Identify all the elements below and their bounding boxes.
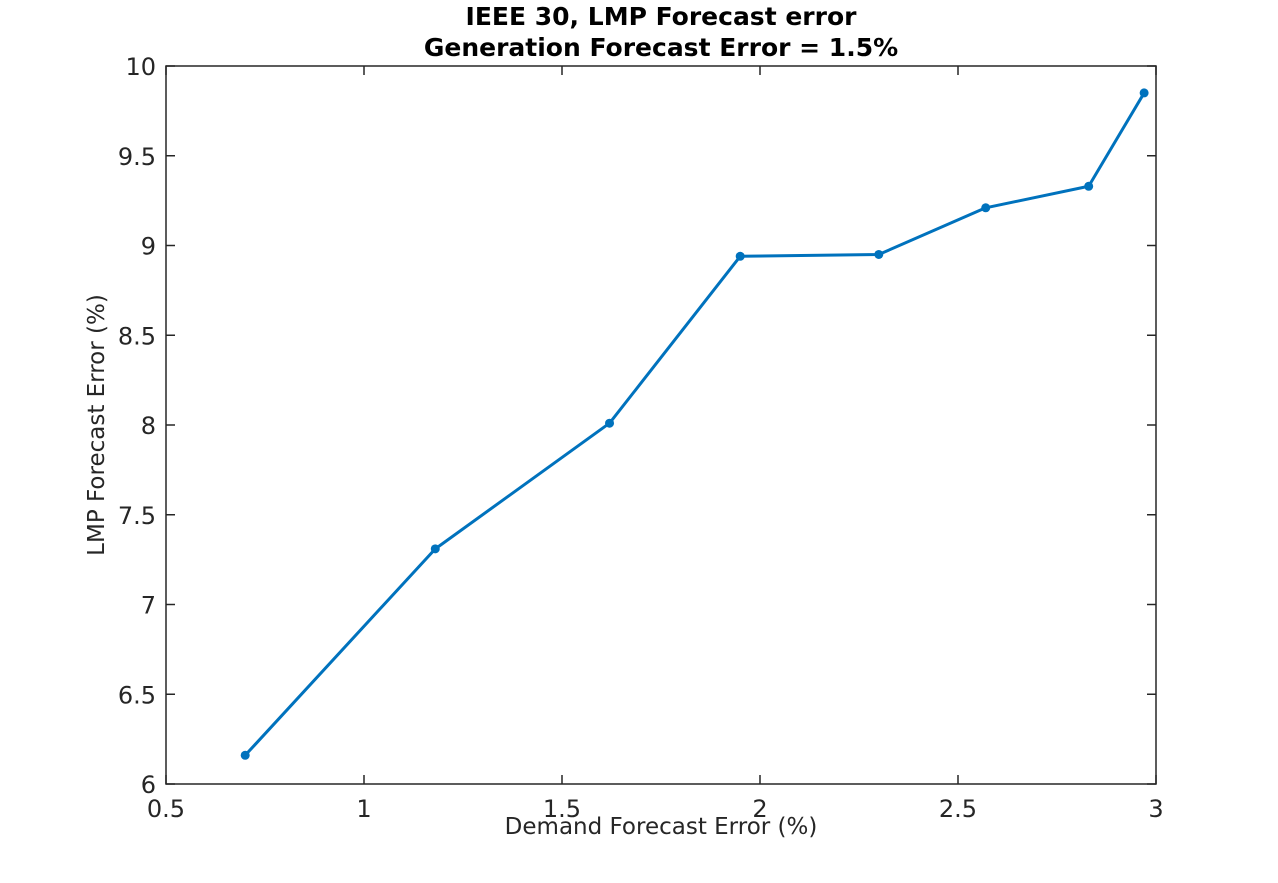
y-tick-label: 8.5	[118, 322, 156, 350]
y-tick-label: 9.5	[118, 143, 156, 171]
data-point-marker	[981, 203, 991, 213]
data-point-marker	[874, 249, 884, 259]
x-axis-label: Demand Forecast Error (%)	[504, 814, 818, 840]
x-tick-label: 2.5	[939, 795, 977, 823]
y-tick-label: 6	[141, 771, 156, 799]
x-tick-label: 2	[752, 795, 767, 823]
y-tick-label: 7	[141, 592, 156, 620]
y-tick-label: 6.5	[118, 681, 156, 709]
data-point-marker	[430, 544, 440, 554]
data-point-marker	[240, 750, 250, 760]
axes-box	[165, 65, 1157, 785]
data-point-marker	[1139, 88, 1149, 98]
data-point-marker	[735, 251, 745, 261]
x-tick-label: 3	[1148, 795, 1163, 823]
chart-title-line1: IEEE 30, LMP Forecast error	[465, 2, 857, 31]
y-tick-label: 8	[141, 412, 156, 440]
y-tick-label: 7.5	[118, 502, 156, 530]
data-line	[243, 91, 1146, 757]
chart-title-line2: Generation Forecast Error = 1.5%	[423, 33, 899, 62]
x-tick-label: 0.5	[147, 795, 185, 823]
y-tick-label: 9	[141, 233, 156, 261]
chart-title: IEEE 30, LMP Forecast error Generation F…	[166, 1, 1156, 63]
data-point-marker	[1084, 181, 1094, 191]
data-point-marker	[605, 418, 615, 428]
x-tick-label: 1	[356, 795, 371, 823]
y-tick-label: 10	[125, 53, 156, 81]
x-tick-label: 1.5	[543, 795, 581, 823]
y-axis-label: LMP Forecast Error (%)	[84, 294, 110, 556]
